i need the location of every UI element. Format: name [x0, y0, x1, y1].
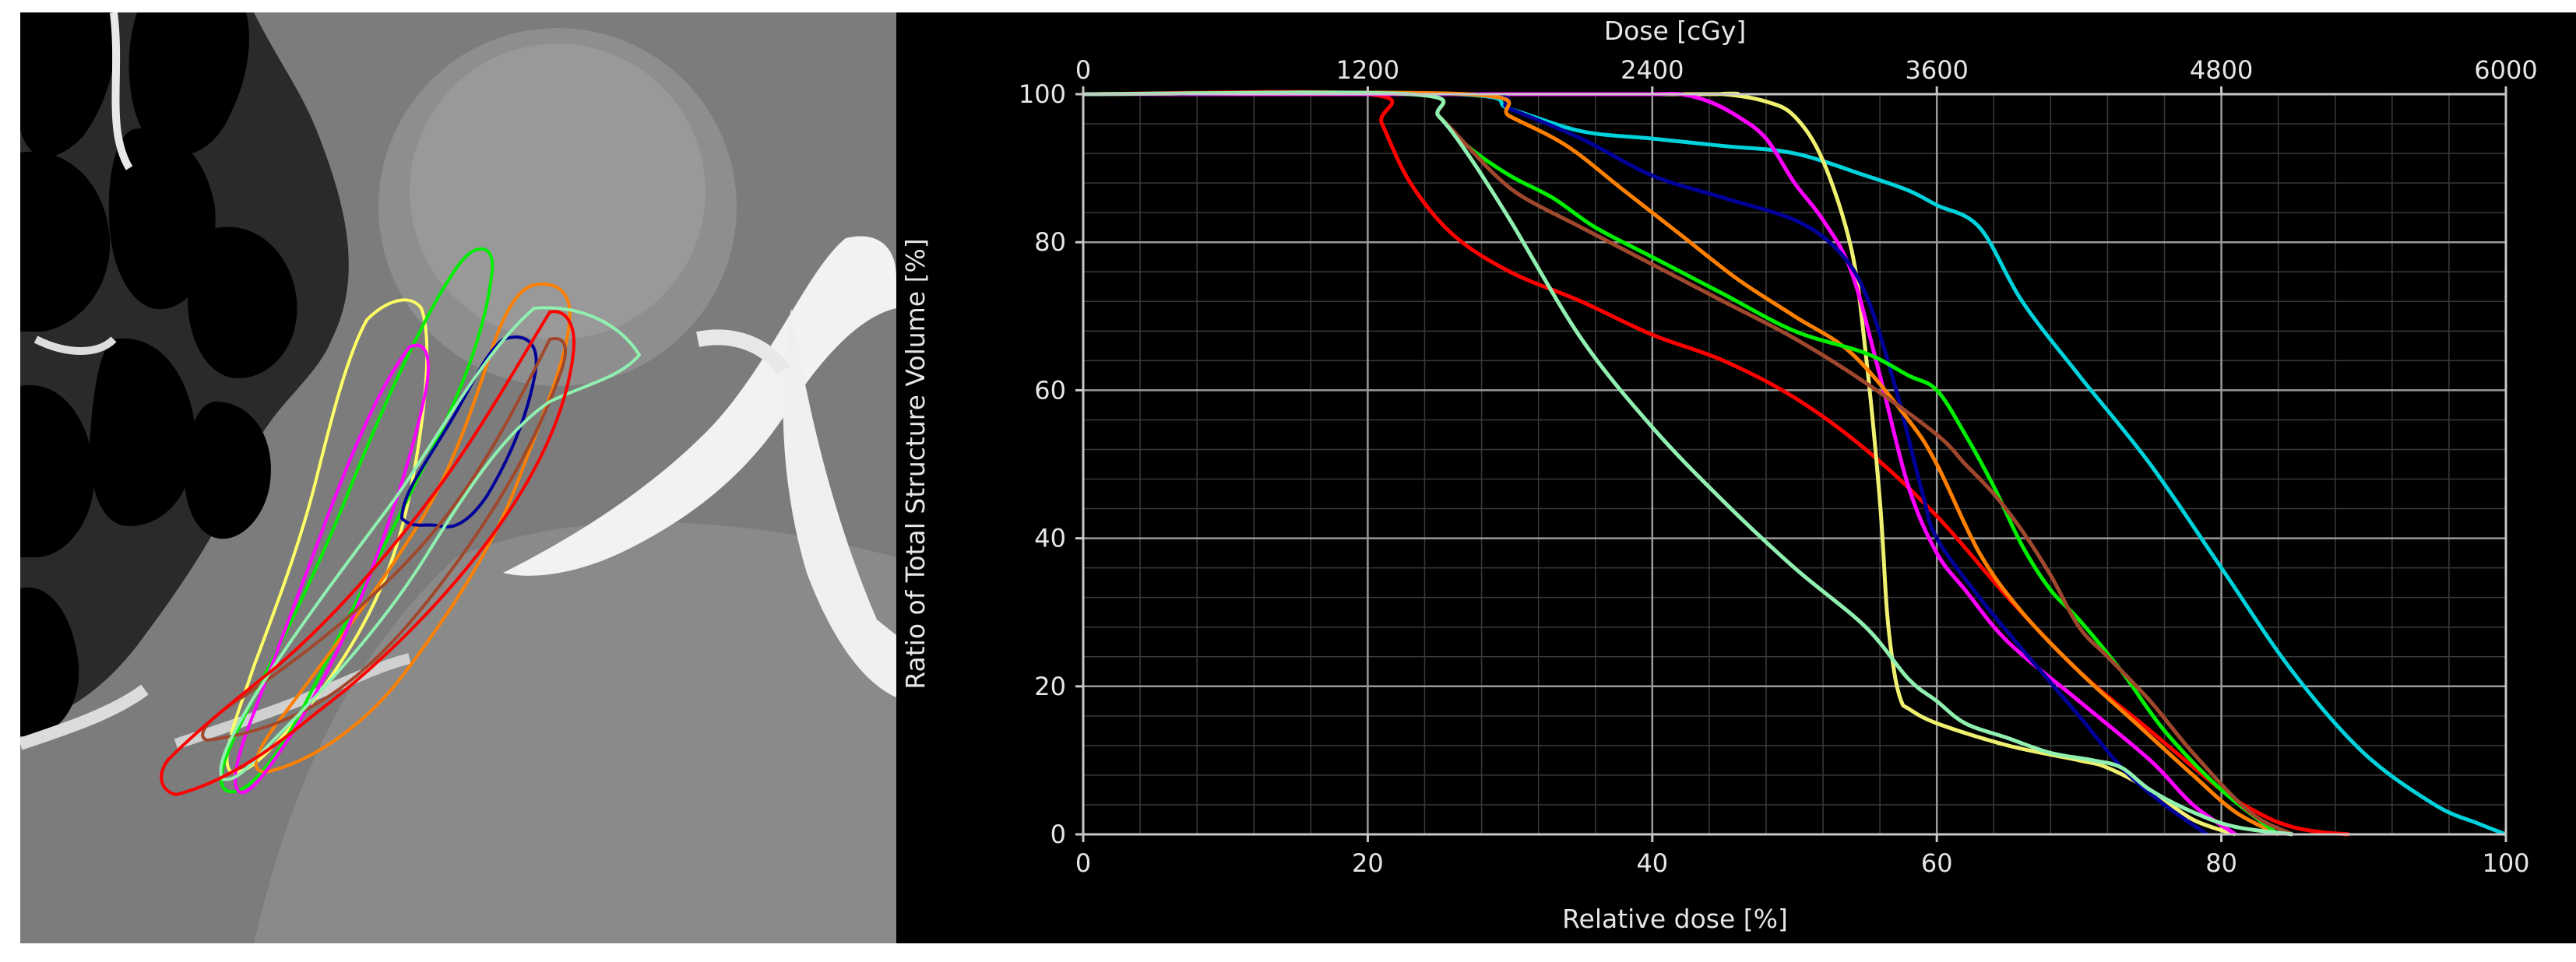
- x-tick-label: 0: [1075, 848, 1091, 878]
- x-tick-label: 100: [2482, 848, 2529, 878]
- x-tick-label: 60: [1921, 848, 1953, 878]
- x2-tick-label: 3600: [1905, 55, 1968, 85]
- plot-frame: [1082, 93, 2507, 836]
- plot-border: [1082, 93, 2507, 836]
- x-tick-label: 80: [2205, 848, 2237, 878]
- x2-axis-title: Dose [cGy]: [1604, 16, 1747, 46]
- series-line-3: [1083, 91, 2236, 837]
- y-tick-label: 20: [1034, 672, 1066, 701]
- x2-tick-label: 1200: [1336, 55, 1399, 85]
- dvh-chart-panel: 0 20 40 60 80 100 0 1200 2400 3600 4800 6000 0 20 40 60…: [896, 12, 2576, 943]
- x-axis-title: Relative dose [%]: [1562, 904, 1788, 934]
- series-line-5: [1082, 91, 2208, 837]
- x2-tick-label: 2400: [1621, 55, 1684, 85]
- series-line-7: [1082, 90, 2280, 836]
- y-tick-label: 100: [1019, 79, 1066, 109]
- series-layer: [1082, 90, 2507, 837]
- ct-image-panel: [20, 12, 896, 943]
- x2-tick-label: 4800: [2190, 55, 2253, 85]
- y-tick-label: 40: [1034, 524, 1066, 553]
- y-tick-label: 60: [1034, 375, 1066, 405]
- y-axis-title: Ratio of Total Structure Volume [%]: [900, 238, 931, 689]
- series-line-9: [1082, 90, 2293, 837]
- x2-tick-label: 6000: [2474, 55, 2537, 85]
- series-line-2: [1082, 91, 2507, 837]
- x-tick-label: 20: [1352, 848, 1384, 878]
- tick-labels: 0 20 40 60 80 100 0 1200 2400 3600 4800 6000 0 20 40 60…: [1019, 55, 2538, 878]
- ct-scan-image: [20, 12, 896, 943]
- x2-tick-label: 0: [1075, 55, 1091, 85]
- series-line-4: [1083, 91, 2237, 837]
- grid: [1082, 93, 2507, 836]
- y-tick-label: 80: [1034, 227, 1066, 257]
- x-tick-label: 40: [1636, 848, 1668, 878]
- y-tick-label: 0: [1050, 820, 1066, 849]
- dvh-chart: 0 20 40 60 80 100 0 1200 2400 3600 4800 6000 0 20 40 60…: [900, 16, 2538, 934]
- series-line-6: [1082, 90, 2279, 837]
